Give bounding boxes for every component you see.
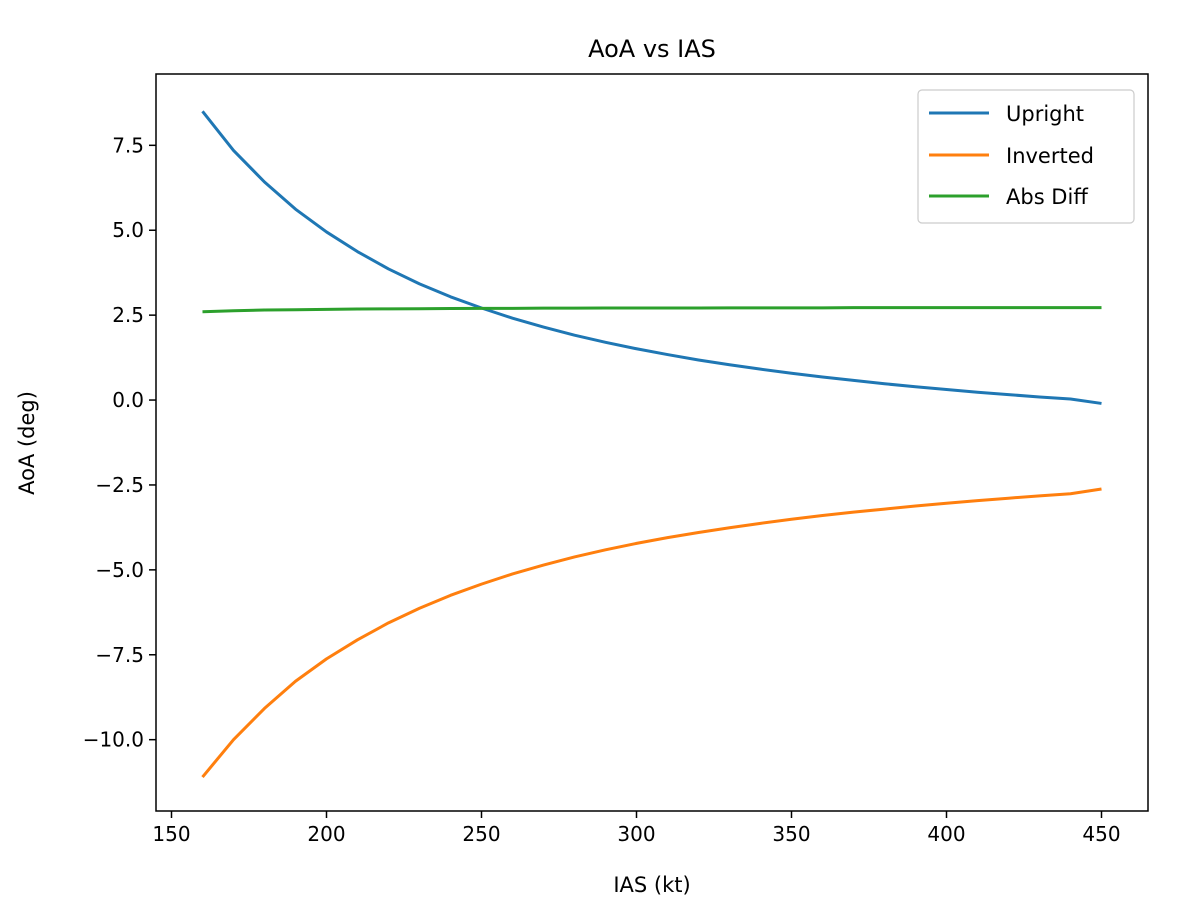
plot-frame bbox=[155, 73, 1149, 812]
x-tick-label: 250 bbox=[462, 822, 500, 846]
y-tick-label: −5.0 bbox=[95, 558, 144, 582]
series-line-upright bbox=[201, 110, 1102, 405]
x-tick-label: 450 bbox=[1082, 822, 1120, 846]
series-line-abs-diff bbox=[202, 306, 1102, 314]
legend: Upright Inverted Abs Diff bbox=[917, 89, 1135, 224]
series-line-inverted bbox=[201, 487, 1102, 778]
legend-frame bbox=[917, 89, 1135, 224]
y-axis-ticks: −10.0 −7.5 −5.0 −2.5 0.0 2.5 5.0 7.5 bbox=[83, 133, 156, 752]
chart-title: AoA vs IAS bbox=[588, 35, 716, 63]
y-tick-label: 5.0 bbox=[112, 218, 144, 242]
x-tick-label: 400 bbox=[927, 822, 965, 846]
x-tick-label: 300 bbox=[617, 822, 655, 846]
x-tick-label: 350 bbox=[772, 822, 810, 846]
legend-label-abs-diff: Abs Diff bbox=[1006, 185, 1088, 209]
y-tick-label: 2.5 bbox=[112, 303, 144, 327]
y-tick-label: 7.5 bbox=[112, 133, 144, 157]
y-tick-label: −2.5 bbox=[95, 473, 144, 497]
x-tick-label: 150 bbox=[152, 822, 190, 846]
x-axis-ticks: 150 200 250 300 350 400 450 bbox=[152, 811, 1121, 846]
legend-label-upright: Upright bbox=[1006, 102, 1084, 126]
x-axis-label: IAS (kt) bbox=[613, 873, 690, 897]
y-axis-label: AoA (deg) bbox=[15, 391, 39, 495]
y-tick-label: 0.0 bbox=[112, 388, 144, 412]
legend-label-inverted: Inverted bbox=[1006, 144, 1094, 168]
series-layer bbox=[201, 110, 1102, 778]
x-tick-label: 200 bbox=[307, 822, 345, 846]
y-tick-label: −7.5 bbox=[95, 643, 144, 667]
y-tick-label: −10.0 bbox=[83, 728, 144, 752]
